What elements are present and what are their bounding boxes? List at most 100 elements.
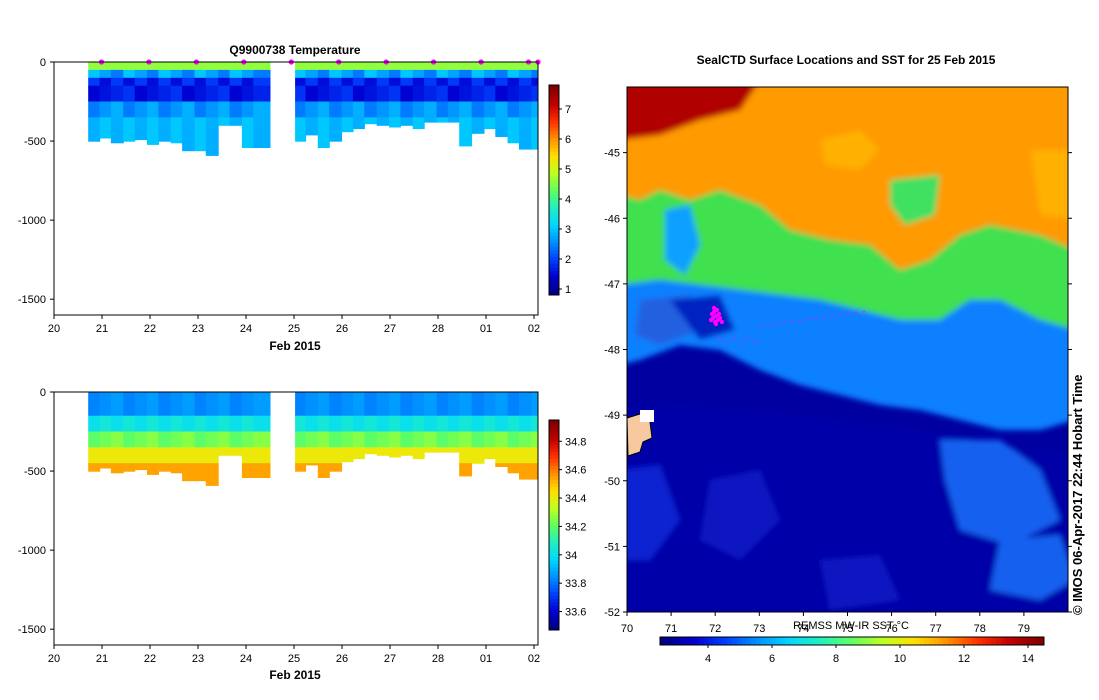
temperature-cell — [341, 117, 354, 126]
salinity-cell — [305, 455, 319, 464]
temperature-cell — [341, 93, 354, 103]
colorbar-segment — [698, 637, 704, 645]
temperature-cell — [352, 62, 365, 71]
colorbar-segment — [549, 144, 559, 149]
colorbar-segment — [880, 637, 887, 645]
colorbar-segment — [549, 134, 559, 138]
colorbar-segment — [549, 242, 559, 247]
temperature-cell — [253, 77, 271, 87]
colorbar-segment — [972, 637, 978, 645]
colorbar-tick-label: 34.6 — [565, 465, 586, 477]
salinity-cell — [459, 399, 473, 409]
colorbar-segment — [549, 500, 559, 505]
temperature-cell — [170, 141, 183, 144]
temperature-cell — [305, 117, 319, 126]
x-tick-label: 24 — [240, 653, 252, 665]
lon-tick-label: 72 — [709, 623, 721, 635]
salinity-cell — [241, 392, 254, 401]
colorbar-tick-label: 34 — [565, 550, 577, 562]
salinity-cell — [241, 407, 254, 417]
salinity-cell — [147, 463, 159, 472]
salinity-cell — [194, 471, 207, 480]
track-dot — [839, 314, 841, 316]
salinity-cell — [158, 447, 172, 456]
temperature-cell — [305, 101, 319, 110]
colorbar-segment — [856, 637, 863, 645]
temperature-cell — [241, 93, 254, 103]
salinity-cell — [147, 431, 159, 440]
colorbar-segment — [549, 469, 559, 473]
colorbar-segment — [938, 637, 944, 645]
x-tick-label: 20 — [48, 653, 60, 665]
colorbar-tick-label: 5 — [565, 164, 571, 176]
colorbar-frame — [548, 419, 560, 631]
track-dot — [754, 341, 756, 343]
temperature-cell — [471, 125, 485, 134]
colorbar-segment — [914, 637, 920, 645]
salinity-cell — [459, 415, 473, 425]
temperature-xlabel: Feb 2015 — [269, 339, 321, 353]
colorbar-segment — [549, 102, 559, 107]
salinity-cell — [134, 392, 148, 401]
temperature-cell — [182, 149, 195, 152]
temperature-cell — [341, 77, 354, 87]
temperature-cell — [229, 62, 243, 71]
temperature-cell — [134, 117, 148, 126]
colorbar-segment — [549, 95, 559, 100]
colorbar-segment — [549, 204, 559, 208]
temperature-cell — [483, 93, 496, 103]
temperature-cell — [253, 133, 271, 142]
surface-location — [719, 319, 725, 325]
temperature-cell — [459, 62, 473, 71]
temperature-cell — [241, 117, 254, 126]
salinity-cell — [471, 455, 485, 464]
colorbar-segment — [549, 609, 559, 613]
salinity-cell — [241, 447, 254, 456]
temperature-cell — [507, 85, 520, 95]
salinity-cell — [459, 447, 473, 456]
temperature-cell — [158, 77, 172, 87]
salinity-cell — [329, 439, 343, 448]
temperature-cell — [205, 101, 219, 110]
x-tick-label: 22 — [144, 323, 156, 335]
temperature-cell — [241, 62, 254, 71]
temperature-cell — [459, 109, 473, 118]
temperature-cell — [424, 62, 437, 71]
salinity-cell — [158, 399, 172, 409]
salinity-cell — [483, 392, 496, 401]
temperature-cell — [412, 117, 425, 126]
temperature-cell — [253, 117, 271, 126]
colorbar-segment — [549, 521, 559, 526]
colorbar-segment — [708, 637, 714, 645]
temperature-cell — [99, 69, 112, 79]
salinity-cell — [495, 415, 509, 425]
temperature-cell — [447, 69, 460, 79]
temperature-cell — [531, 125, 538, 134]
salinity-cell — [194, 423, 207, 433]
colorbar-segment — [549, 504, 559, 508]
salinity-cell — [253, 471, 271, 478]
temperature-cell — [352, 77, 365, 87]
temperature-cell — [329, 125, 343, 134]
colorbar-segment — [976, 637, 983, 645]
colorbar-segment — [549, 172, 559, 177]
lon-tick-label: 77 — [930, 623, 942, 635]
salinity-cell — [123, 399, 136, 409]
temperature-cell — [253, 85, 271, 95]
salinity-cell — [88, 423, 101, 433]
colorbar-segment — [549, 249, 559, 254]
salinity-cell — [110, 431, 124, 440]
temperature-cell — [376, 109, 390, 118]
temperature-cell — [519, 93, 532, 103]
temperature-cell — [170, 69, 183, 79]
temperature-cell — [110, 93, 124, 103]
salinity-cell — [194, 479, 207, 482]
temperature-cell — [329, 133, 343, 142]
salinity-cell — [110, 455, 124, 464]
salinity-cell — [364, 447, 378, 455]
salinity-cell — [436, 415, 449, 425]
salinity-cell — [170, 455, 183, 464]
temperature-cell — [110, 117, 124, 126]
colorbar-segment — [549, 120, 559, 124]
temperature-cell — [495, 117, 509, 126]
